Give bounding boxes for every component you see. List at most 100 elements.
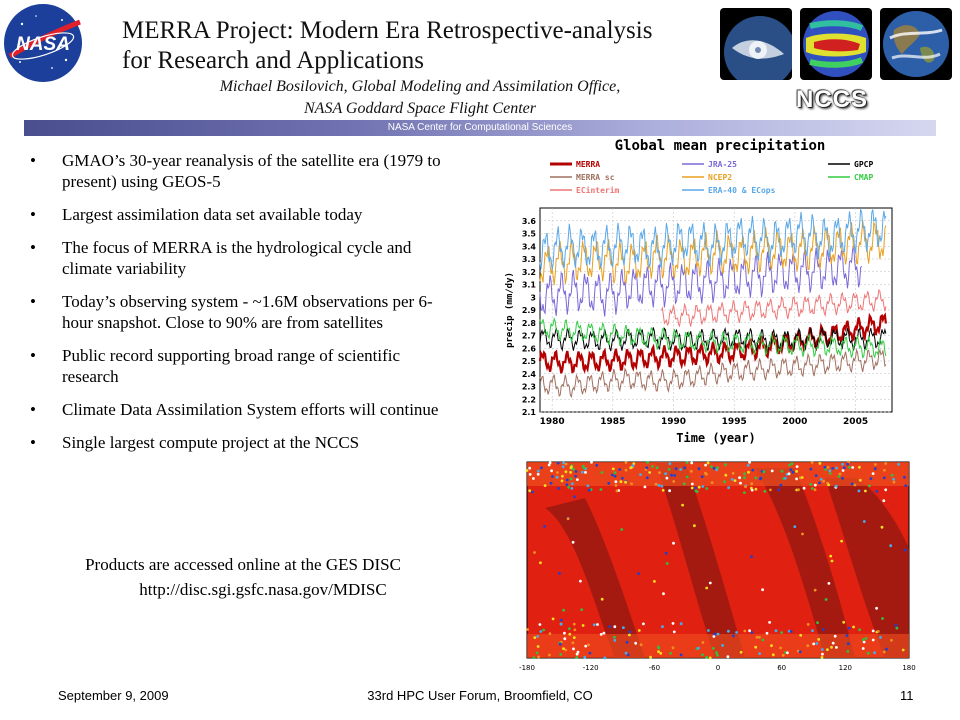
observation-dot	[576, 478, 579, 481]
observation-dot	[548, 461, 552, 465]
observation-dot	[801, 532, 804, 536]
observation-dot	[572, 647, 575, 651]
observation-dot	[892, 477, 895, 481]
observation-dot	[570, 482, 574, 486]
bullet-glyph: •	[30, 205, 36, 224]
observation-dot	[561, 474, 564, 478]
observation-dot	[750, 555, 753, 558]
observation-dot	[882, 650, 886, 654]
products-line: Products are accessed online at the GES …	[85, 555, 401, 574]
observation-dot	[868, 484, 871, 488]
observation-dot	[681, 503, 684, 507]
observation-dot	[542, 628, 545, 632]
observation-dot	[820, 656, 824, 659]
observation-dot	[881, 617, 884, 620]
observation-dot	[603, 656, 607, 660]
series-line	[539, 317, 887, 359]
observation-dot	[559, 618, 563, 622]
observation-dot	[817, 638, 821, 641]
observation-dot	[869, 477, 873, 480]
observation-dot	[574, 474, 577, 478]
observation-dot	[795, 470, 798, 473]
observation-dot	[562, 608, 565, 612]
observation-dot	[789, 468, 793, 472]
observation-dot	[879, 636, 882, 639]
observation-dot	[595, 463, 599, 467]
observation-dot	[628, 633, 631, 637]
observation-dot	[611, 467, 615, 471]
observation-dot	[806, 623, 810, 626]
observation-dot	[799, 633, 803, 637]
observation-dot	[587, 643, 590, 647]
observation-dot	[813, 488, 817, 492]
series-line	[538, 312, 887, 374]
observation-dot	[715, 651, 718, 655]
observation-dot	[572, 622, 576, 626]
observation-dot	[809, 482, 813, 486]
observation-dot	[815, 642, 819, 645]
observation-dot	[548, 632, 552, 636]
observation-dot	[809, 467, 813, 471]
observation-dot	[705, 487, 709, 490]
bullet-item: • GMAO’s 30-year reanalysis of the satell…	[30, 150, 460, 192]
observation-dot	[852, 625, 855, 629]
author-line-1: Michael Bosilovich, Global Modeling and …	[219, 78, 621, 95]
observation-dot	[739, 650, 743, 654]
observation-dot	[668, 462, 672, 466]
observation-dot	[569, 471, 572, 474]
observation-dot	[694, 486, 697, 490]
bullet-text: GMAO’s 30-year reanalysis of the satelli…	[62, 151, 441, 191]
observation-dot	[549, 481, 553, 485]
observation-dot	[771, 653, 775, 657]
observation-dot	[587, 488, 591, 492]
observation-dot	[626, 653, 630, 657]
observation-dot	[834, 484, 838, 488]
observation-dot	[672, 541, 675, 545]
observation-dot	[630, 482, 633, 486]
observation-dot	[533, 551, 536, 554]
observation-dot	[727, 629, 730, 633]
legend-label: MERRA	[576, 160, 600, 169]
y-tick-label: 3.3	[522, 255, 536, 264]
observation-dot	[565, 478, 569, 482]
observation-dot	[821, 652, 824, 656]
observation-dot	[743, 476, 746, 480]
observation-dot	[584, 471, 587, 474]
observation-dot	[797, 488, 800, 492]
observation-dot	[624, 651, 628, 655]
bullet-item: • Public record supporting broad range of…	[30, 345, 460, 387]
observation-dot	[748, 460, 751, 464]
observation-dot	[690, 461, 694, 465]
observation-dot	[835, 466, 838, 470]
observation-dot	[882, 476, 886, 480]
blue-marble-image	[880, 8, 952, 80]
observation-dot	[613, 474, 617, 478]
observation-dot	[694, 489, 698, 493]
observation-dot	[645, 476, 649, 480]
observation-dot	[655, 466, 659, 470]
observation-dot	[631, 464, 635, 468]
observation-dot	[683, 466, 686, 470]
observation-dot	[570, 487, 574, 490]
observation-dot	[531, 490, 534, 494]
satellite-swath	[755, 468, 855, 658]
observation-dot	[712, 466, 716, 470]
observation-dot	[690, 482, 694, 486]
observation-dot	[672, 630, 676, 634]
observation-dot	[571, 540, 575, 544]
observation-dot	[671, 646, 675, 650]
observation-dot	[573, 495, 576, 499]
observation-dot	[625, 640, 629, 644]
observation-dot	[665, 476, 669, 480]
banner-text: NASA Center for Computational Sciences	[387, 122, 573, 133]
observation-dot	[568, 627, 571, 630]
observation-dot	[847, 460, 850, 464]
observation-dot	[761, 638, 765, 642]
observation-dot	[892, 480, 896, 484]
y-tick-label: 2.3	[522, 383, 536, 392]
observation-dot	[769, 488, 772, 492]
y-axis-label: precip (mm/dy)	[504, 272, 515, 348]
observation-dot	[880, 525, 884, 529]
observation-dot	[831, 641, 835, 645]
observation-dot	[793, 525, 797, 528]
